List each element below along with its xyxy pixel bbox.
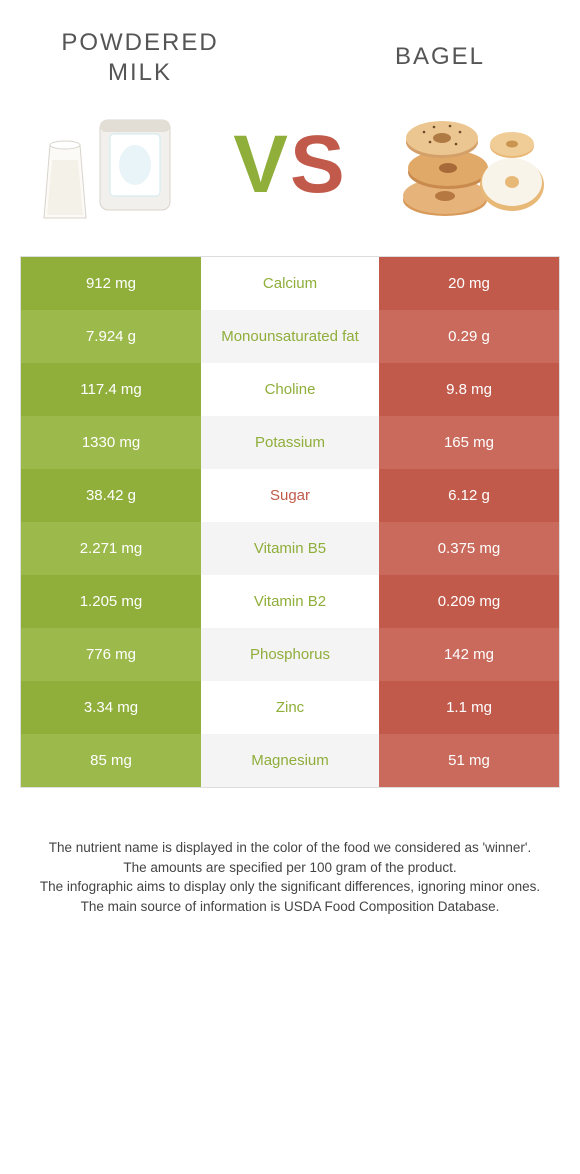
nutrient-name: Vitamin B2 <box>201 575 379 628</box>
bagel-icon <box>390 100 550 230</box>
powdered-milk-icon <box>30 100 190 230</box>
footer-line: The infographic aims to display only the… <box>30 877 550 897</box>
vs-letter-s: S <box>290 119 347 210</box>
hero-row: VS <box>0 88 580 256</box>
footer-notes: The nutrient name is displayed in the co… <box>30 838 550 916</box>
table-row: 117.4 mgCholine9.8 mg <box>21 363 559 416</box>
table-row: 1330 mgPotassium165 mg <box>21 416 559 469</box>
nutrient-name: Choline <box>201 363 379 416</box>
right-value: 20 mg <box>379 257 559 310</box>
left-value: 2.271 mg <box>21 522 201 575</box>
right-value: 9.8 mg <box>379 363 559 416</box>
footer-line: The nutrient name is displayed in the co… <box>30 838 550 858</box>
right-value: 51 mg <box>379 734 559 787</box>
footer-line: The main source of information is USDA F… <box>30 897 550 917</box>
right-value: 0.29 g <box>379 310 559 363</box>
table-row: 1.205 mgVitamin B20.209 mg <box>21 575 559 628</box>
table-row: 2.271 mgVitamin B50.375 mg <box>21 522 559 575</box>
left-value: 117.4 mg <box>21 363 201 416</box>
nutrient-name: Phosphorus <box>201 628 379 681</box>
nutrient-name: Calcium <box>201 257 379 310</box>
right-value: 6.12 g <box>379 469 559 522</box>
left-value: 912 mg <box>21 257 201 310</box>
nutrient-name: Magnesium <box>201 734 379 787</box>
right-value: 0.375 mg <box>379 522 559 575</box>
left-value: 38.42 g <box>21 469 201 522</box>
right-food-title: BAGEL <box>340 28 540 88</box>
nutrient-name: Sugar <box>201 469 379 522</box>
left-value: 3.34 mg <box>21 681 201 734</box>
table-row: 912 mgCalcium20 mg <box>21 257 559 310</box>
vs-label: VS <box>233 124 346 206</box>
left-food-title: POWDERED MILK <box>40 28 240 88</box>
nutrient-name: Monounsaturated fat <box>201 310 379 363</box>
nutrient-name: Potassium <box>201 416 379 469</box>
title-row: POWDERED MILK BAGEL <box>0 0 580 88</box>
table-row: 85 mgMagnesium51 mg <box>21 734 559 787</box>
right-value: 0.209 mg <box>379 575 559 628</box>
nutrient-name: Vitamin B5 <box>201 522 379 575</box>
table-row: 776 mgPhosphorus142 mg <box>21 628 559 681</box>
left-value: 1330 mg <box>21 416 201 469</box>
left-value: 85 mg <box>21 734 201 787</box>
right-value: 1.1 mg <box>379 681 559 734</box>
left-value: 1.205 mg <box>21 575 201 628</box>
left-value: 7.924 g <box>21 310 201 363</box>
left-value: 776 mg <box>21 628 201 681</box>
table-row: 38.42 gSugar6.12 g <box>21 469 559 522</box>
nutrient-name: Zinc <box>201 681 379 734</box>
vs-letter-v: V <box>233 119 290 210</box>
table-row: 7.924 gMonounsaturated fat0.29 g <box>21 310 559 363</box>
right-value: 142 mg <box>379 628 559 681</box>
right-value: 165 mg <box>379 416 559 469</box>
nutrition-table: 912 mgCalcium20 mg7.924 gMonounsaturated… <box>20 256 560 788</box>
table-row: 3.34 mgZinc1.1 mg <box>21 681 559 734</box>
footer-line: The amounts are specified per 100 gram o… <box>30 858 550 878</box>
